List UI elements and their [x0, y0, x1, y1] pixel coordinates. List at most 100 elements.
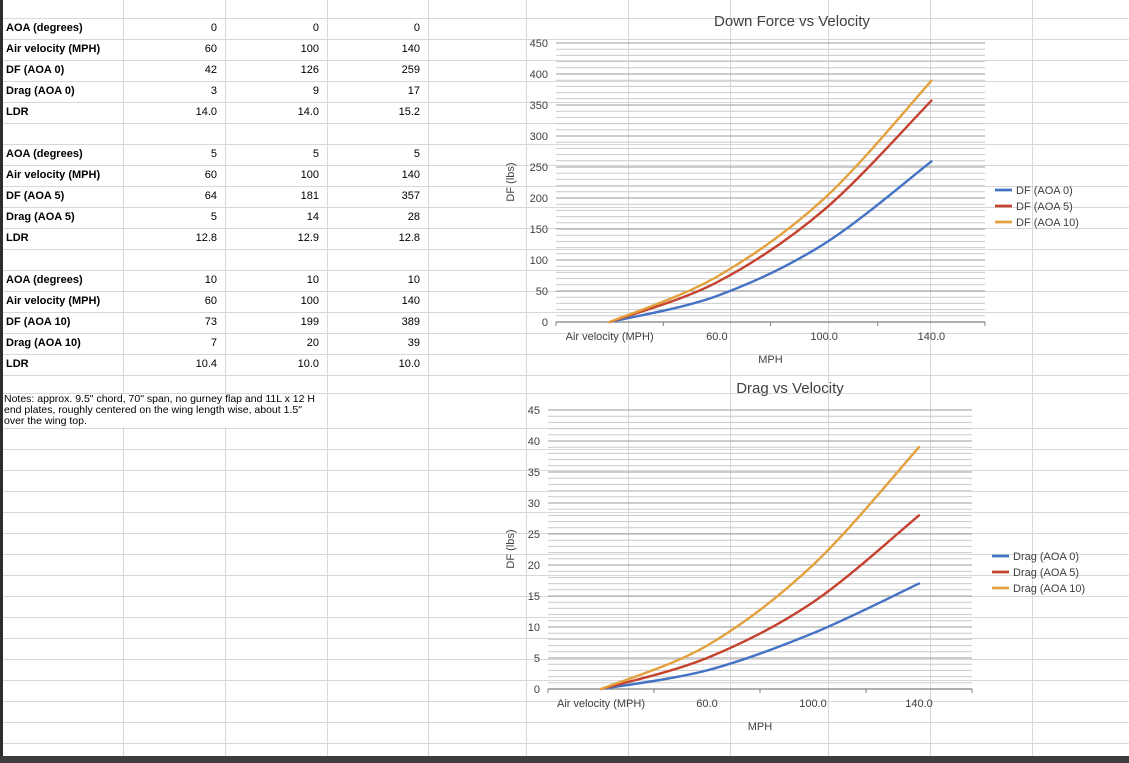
table-cell-value[interactable]: 39	[407, 337, 420, 349]
table-cell-value[interactable]: 389	[401, 316, 420, 328]
y-tick-label: 30	[528, 498, 540, 510]
table-cell-label[interactable]: LDR	[6, 232, 29, 244]
table-cell-value[interactable]: 181	[300, 190, 319, 202]
table-cell-value[interactable]: 0	[312, 22, 319, 34]
table-cell-label[interactable]: DF (AOA 10)	[6, 316, 71, 328]
legend-label-1[interactable]: Drag (AOA 5)	[1013, 567, 1079, 579]
sheet-gridline-h	[0, 375, 1129, 376]
taskbar-strip	[0, 756, 1129, 763]
table-cell-value[interactable]: 140	[401, 43, 420, 55]
table-cell-value[interactable]: 100	[300, 295, 319, 307]
table-cell-value[interactable]: 17	[407, 85, 420, 97]
table-cell-label[interactable]: Air velocity (MPH)	[6, 43, 101, 55]
legend-label-0[interactable]: Drag (AOA 0)	[1013, 551, 1079, 563]
sheet-gridline-v	[225, 0, 226, 756]
table-cell-value[interactable]: 126	[300, 64, 319, 76]
table-cell-value[interactable]: 0	[413, 22, 420, 34]
y-tick-label: 10	[528, 622, 540, 634]
table-cell-value[interactable]: 60	[204, 169, 217, 181]
chart-down-force[interactable]: 0 50 100 150 200 250 300 350 400 450 Air velocity …	[505, 13, 1079, 366]
x-axis-title: MPH	[748, 721, 773, 733]
legend-label-1[interactable]: DF (AOA 5)	[1016, 201, 1073, 213]
y-axis-title: DF (lbs)	[505, 529, 517, 568]
y-tick-label: 450	[530, 38, 548, 50]
y-tick-label: 300	[530, 131, 548, 143]
table-cell-value[interactable]: 14	[306, 211, 319, 223]
legend-label-2[interactable]: DF (AOA 10)	[1016, 217, 1079, 229]
chart-drag[interactable]: 0 5 10 15 20 25 30 35 40 45 Air velocity (MPH) 60.0…	[505, 380, 1085, 733]
x-tick-label: 100.0	[810, 331, 838, 343]
y-tick-label: 35	[528, 467, 540, 479]
table-cell-value[interactable]: 10.0	[398, 358, 420, 370]
sheet-gridline-h	[0, 659, 1129, 660]
table-cell-value[interactable]: 14.0	[297, 106, 319, 118]
table-cell-label[interactable]: LDR	[6, 106, 29, 118]
table-cell-value[interactable]: 140	[401, 169, 420, 181]
sheet-gridline-v	[1032, 0, 1033, 756]
table-cell-label[interactable]: Drag (AOA 5)	[6, 211, 75, 223]
table-cell-label[interactable]: AOA (degrees)	[6, 148, 83, 160]
sheet-gridline-h	[0, 554, 1129, 555]
table-cell-label[interactable]: DF (AOA 0)	[6, 64, 65, 76]
table-cell-value[interactable]: 73	[204, 316, 217, 328]
table-cell-value[interactable]: 10	[407, 274, 420, 286]
table-cell-value[interactable]: 0	[210, 22, 217, 34]
sheet-gridline-v	[730, 0, 731, 756]
y-tick-label: 0	[534, 684, 540, 696]
table-cell-value[interactable]: 357	[401, 190, 420, 202]
legend-label-0[interactable]: DF (AOA 0)	[1016, 185, 1073, 197]
table-cell-value[interactable]: 259	[401, 64, 420, 76]
table-cell-value[interactable]: 5	[413, 148, 420, 160]
y-tick-label: 200	[530, 193, 548, 205]
table-cell-value[interactable]: 199	[300, 316, 319, 328]
y-tick-label: 0	[542, 317, 548, 329]
table-cell-value[interactable]: 10.4	[195, 358, 217, 370]
x-tick-label: 60.0	[696, 698, 717, 710]
table-cell-value[interactable]: 12.9	[297, 232, 319, 244]
y-tick-label: 350	[530, 100, 548, 112]
table-cell-value[interactable]: 10.0	[297, 358, 319, 370]
sheet-gridline-h	[0, 617, 1129, 618]
table-cell-label[interactable]: DF (AOA 5)	[6, 190, 65, 202]
table-cell-label[interactable]: LDR	[6, 358, 29, 370]
table-cell-value[interactable]: 60	[204, 295, 217, 307]
table-cell-label[interactable]: AOA (degrees)	[6, 274, 83, 286]
table-cell-value[interactable]: 5	[312, 148, 319, 160]
sheet-gridline-h	[0, 144, 1129, 145]
table-cell-value[interactable]: 9	[312, 85, 319, 97]
table-cell-value[interactable]: 5	[210, 211, 217, 223]
y-tick-label: 50	[536, 286, 548, 298]
table-cell-label[interactable]: Drag (AOA 0)	[6, 85, 75, 97]
table-cell-value[interactable]: 5	[210, 148, 217, 160]
table-cell-value[interactable]: 14.0	[195, 106, 217, 118]
table-cell-value[interactable]: 12.8	[398, 232, 420, 244]
table-cell-value[interactable]: 42	[204, 64, 217, 76]
y-tick-label: 400	[530, 69, 548, 81]
table-cell-value[interactable]: 100	[300, 43, 319, 55]
table-cell-value[interactable]: 10	[306, 274, 319, 286]
table-cell-value[interactable]: 64	[204, 190, 217, 202]
series-line-0	[599, 582, 921, 691]
table-cell-label[interactable]: Air velocity (MPH)	[6, 169, 101, 181]
sheet-gridline-v	[526, 0, 527, 756]
sheet-gridline-h	[0, 81, 1129, 82]
table-cell-value[interactable]: 12.8	[195, 232, 217, 244]
table-cell-value[interactable]: 100	[300, 169, 319, 181]
table-cell-label[interactable]: Air velocity (MPH)	[6, 295, 101, 307]
series-line-2	[608, 79, 933, 324]
legend-label-2[interactable]: Drag (AOA 10)	[1013, 583, 1085, 595]
x-tick-label: 100.0	[799, 698, 827, 710]
notes-cell[interactable]: Notes: approx. 9.5" chord, 70" span, no …	[4, 394, 322, 427]
table-cell-value[interactable]: 140	[401, 295, 420, 307]
table-cell-value[interactable]: 7	[210, 337, 217, 349]
table-cell-value[interactable]: 20	[306, 337, 319, 349]
sheet-gridline-h	[0, 491, 1129, 492]
table-cell-label[interactable]: Drag (AOA 10)	[6, 337, 81, 349]
table-cell-label[interactable]: AOA (degrees)	[6, 22, 83, 34]
table-cell-value[interactable]: 3	[210, 85, 217, 97]
table-cell-value[interactable]: 10	[204, 274, 217, 286]
table-cell-value[interactable]: 15.2	[398, 106, 420, 118]
table-cell-value[interactable]: 60	[204, 43, 217, 55]
table-cell-value[interactable]: 28	[407, 211, 420, 223]
